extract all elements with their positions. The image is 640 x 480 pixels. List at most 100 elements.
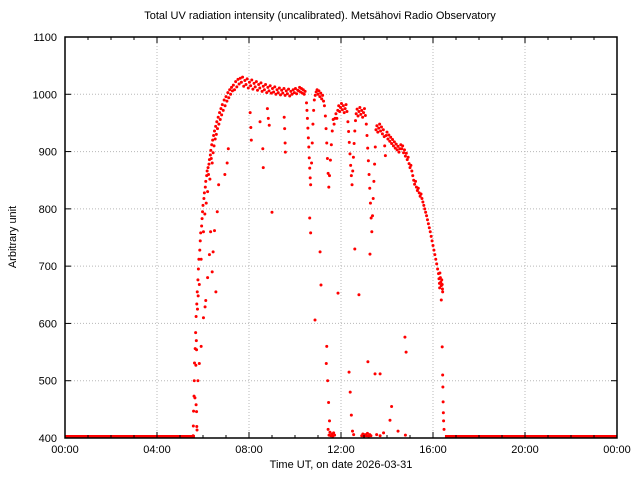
data-point: [342, 111, 346, 115]
data-point: [248, 111, 252, 115]
data-point: [312, 98, 316, 102]
data-point: [333, 433, 337, 437]
data-point: [353, 129, 357, 133]
data-point: [346, 120, 350, 124]
data-point: [415, 189, 419, 193]
data-point: [360, 108, 364, 112]
data-point: [249, 138, 253, 142]
data-point: [430, 239, 434, 243]
data-point: [267, 89, 271, 93]
data-point: [440, 345, 444, 349]
data-point: [441, 400, 445, 404]
data-point: [251, 87, 255, 91]
data-point: [364, 122, 368, 126]
data-point: [442, 419, 446, 423]
data-point: [306, 126, 310, 130]
data-point: [332, 122, 336, 126]
data-point: [373, 162, 377, 166]
data-point: [268, 84, 272, 88]
data-point: [363, 113, 367, 117]
data-point: [265, 91, 269, 95]
data-point: [292, 91, 296, 95]
data-point: [386, 137, 390, 141]
data-point: [194, 339, 198, 343]
data-point: [197, 282, 201, 286]
data-point: [372, 179, 376, 183]
data-point: [371, 197, 375, 201]
data-point: [209, 230, 213, 234]
data-point: [369, 434, 373, 438]
data-point: [357, 109, 361, 113]
data-point: [324, 362, 328, 366]
data-point: [388, 418, 392, 422]
data-point: [220, 113, 224, 117]
data-point: [203, 212, 207, 216]
data-point: [362, 107, 366, 111]
data-point: [402, 151, 406, 155]
data-point: [310, 141, 314, 145]
data-point: [290, 92, 294, 96]
data-point: [365, 431, 369, 435]
data-point: [338, 109, 342, 113]
data-point: [404, 350, 408, 354]
data-point: [347, 130, 351, 134]
data-point: [369, 216, 373, 220]
data-point: [213, 229, 216, 233]
data-point: [206, 276, 210, 280]
data-point: [201, 210, 205, 214]
data-point: [325, 141, 329, 145]
data-point: [414, 179, 418, 183]
data-point: [191, 434, 195, 438]
y-tick-label: 500: [39, 376, 57, 388]
data-point: [344, 103, 348, 107]
data-point: [373, 145, 377, 149]
data-point: [401, 144, 405, 148]
y-tick-label: 700: [39, 261, 57, 273]
data-point: [335, 116, 339, 120]
data-point: [429, 234, 433, 238]
data-point: [310, 161, 314, 165]
data-point: [260, 89, 264, 93]
data-point: [291, 88, 295, 92]
data-point: [253, 85, 257, 89]
data-point: [209, 148, 213, 152]
data-point: [215, 120, 219, 124]
data-point: [339, 105, 343, 109]
data-point: [383, 154, 387, 158]
data-point: [387, 133, 391, 137]
data-point: [267, 123, 271, 127]
x-tick-label: 00:00: [603, 444, 631, 456]
data-point: [347, 140, 351, 144]
data-point: [233, 88, 237, 92]
data-point: [247, 80, 251, 84]
x-tick-label: 08:00: [235, 444, 263, 456]
data-point: [325, 156, 329, 160]
data-point: [209, 156, 213, 160]
data-point: [280, 88, 284, 92]
data-point: [390, 404, 394, 408]
data-point: [282, 115, 286, 119]
data-point: [226, 91, 230, 95]
data-point: [307, 156, 311, 160]
data-point: [349, 413, 353, 417]
data-point: [326, 171, 330, 175]
data-point: [214, 124, 218, 128]
data-point: [215, 127, 219, 131]
data-point: [351, 155, 355, 159]
data-point: [351, 169, 355, 173]
data-point: [354, 112, 358, 116]
data-point: [283, 93, 287, 97]
y-tick-label: 800: [39, 204, 57, 216]
data-point: [204, 299, 208, 303]
data-point: [250, 78, 254, 82]
data-point: [254, 80, 258, 84]
data-point: [195, 428, 199, 432]
data-point: [195, 302, 199, 306]
data-point: [227, 96, 231, 100]
data-point: [431, 244, 435, 248]
data-point: [379, 125, 383, 129]
data-point: [269, 91, 273, 95]
data-point: [409, 163, 413, 167]
data-point: [440, 287, 444, 291]
